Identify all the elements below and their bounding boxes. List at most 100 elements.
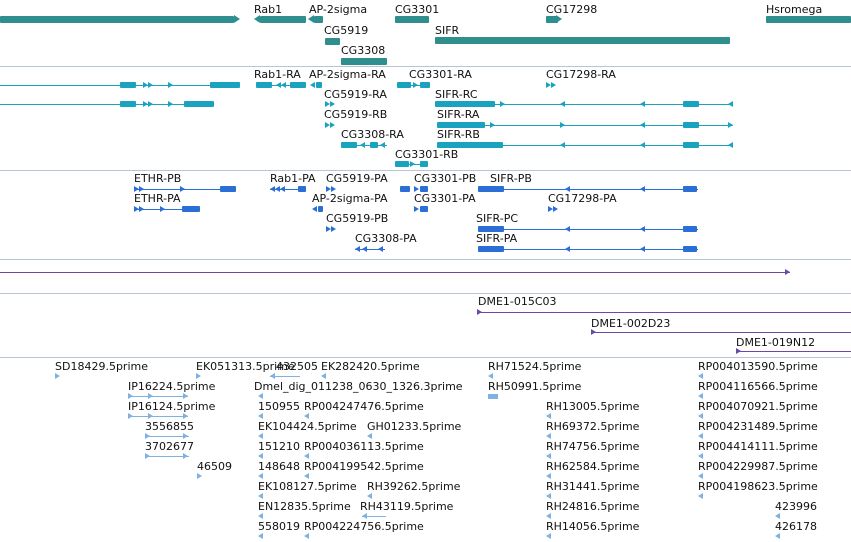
gene-bar-ap2sigma[interactable]	[314, 16, 323, 23]
est-label[interactable]: 151210	[258, 440, 300, 453]
gene-label-cg5919[interactable]: CG5919	[324, 24, 369, 37]
gene-bar-left[interactable]	[0, 16, 234, 23]
strand-arrow-icon	[310, 82, 315, 88]
est-label[interactable]: EK108127.5prime	[258, 480, 357, 493]
strand-arrow-icon	[380, 142, 385, 148]
est-label[interactable]: RP004199542.5prime	[304, 460, 424, 473]
est-label[interactable]: RH24816.5prime	[546, 500, 640, 513]
transcript-label-cg17298-ra[interactable]: CG17298-RA	[546, 68, 616, 81]
clone-label-015c03[interactable]: DME1-015C03	[478, 295, 557, 308]
transcript-line	[437, 125, 733, 126]
protein-label-sifr-pb[interactable]: SIFR-PB	[490, 172, 532, 185]
transcript-label-sifr-rb[interactable]: SIFR-RB	[437, 128, 480, 141]
est-label[interactable]: RH14056.5prime	[546, 520, 640, 533]
protein-label-cg3301-pb[interactable]: CG3301-PB	[414, 172, 477, 185]
est-label[interactable]: 3556855	[145, 420, 194, 433]
est-label[interactable]: RH50991.5prime	[488, 380, 582, 393]
gene-bar-cg3308[interactable]	[341, 58, 387, 65]
transcript-label-rab1-ra[interactable]: Rab1-RA	[254, 68, 301, 81]
protein-label-sifr-pc[interactable]: SIFR-PC	[476, 212, 519, 225]
strand-arrow-icon	[160, 206, 165, 212]
est-label[interactable]: RP004231489.5prime	[698, 420, 818, 433]
transcript-label-cg3301-ra[interactable]: CG3301-RA	[409, 68, 472, 81]
est-label[interactable]: IP16224.5prime	[128, 380, 216, 393]
est-label[interactable]: RH39262.5prime	[367, 480, 461, 493]
protein-label-ethr-pa[interactable]: ETHR-PA	[134, 192, 181, 205]
gene-bar-sifr[interactable]	[435, 37, 730, 44]
contig-line[interactable]	[0, 272, 790, 273]
transcript-label-sifr-rc[interactable]: SIFR-RC	[435, 88, 478, 101]
gene-bar-cg3301[interactable]	[395, 16, 429, 23]
est-label[interactable]: RH71524.5prime	[488, 360, 582, 373]
est-label[interactable]: GH01233.5prime	[367, 420, 462, 433]
est-label[interactable]: RP004070921.5prime	[698, 400, 818, 413]
clone-line[interactable]	[477, 312, 851, 313]
est-label[interactable]: IP16124.5prime	[128, 400, 216, 413]
est-label[interactable]: SD18429.5prime	[55, 360, 148, 373]
transcript-label-cg3308-ra[interactable]: CG3308-RA	[341, 128, 404, 141]
est-label[interactable]: EK051313.5prime	[196, 360, 295, 373]
clone-line[interactable]	[736, 351, 851, 352]
transcript-label-cg5919-rb[interactable]: CG5919-RB	[324, 108, 388, 121]
est-label[interactable]: 426178	[775, 520, 817, 533]
est-label[interactable]: RH74756.5prime	[546, 440, 640, 453]
est-label[interactable]: Dmel_dig_011238_0630_1326.3prime	[254, 380, 463, 393]
est-label[interactable]: RP004198623.5prime	[698, 480, 818, 493]
est-label[interactable]: RP004036113.5prime	[304, 440, 424, 453]
clone-label-002d23[interactable]: DME1-002D23	[591, 317, 671, 330]
protein-label-ethr-pb[interactable]: ETHR-PB	[134, 172, 182, 185]
est-label[interactable]: RH43119.5prime	[360, 500, 454, 513]
gene-label-sifr[interactable]: SIFR	[435, 24, 460, 37]
protein-label-cg17298-pa[interactable]: CG17298-PA	[548, 192, 617, 205]
protein-label-cg3301-pa[interactable]: CG3301-PA	[414, 192, 476, 205]
est-label[interactable]: RP004224756.5prime	[304, 520, 424, 533]
exon	[184, 101, 214, 107]
gene-label-cg3308[interactable]: CG3308	[341, 44, 386, 57]
protein-label-rab1-pa[interactable]: Rab1-PA	[270, 172, 316, 185]
track-divider	[0, 357, 851, 358]
gene-label-ap2sigma[interactable]: AP-2sigma	[309, 3, 368, 16]
protein-label-cg5919-pb[interactable]: CG5919-PB	[326, 212, 389, 225]
transcript-label-sifr-ra[interactable]: SIFR-RA	[437, 108, 480, 121]
gene-bar-cg17298[interactable]	[546, 16, 558, 23]
est-label[interactable]: 432505	[276, 360, 318, 373]
est-label[interactable]: EK104424.5prime	[258, 420, 357, 433]
transcript-label-cg5919-ra[interactable]: CG5919-RA	[324, 88, 387, 101]
protein-label-cg5919-pa[interactable]: CG5919-PA	[326, 172, 388, 185]
est-label[interactable]: EK282420.5prime	[321, 360, 420, 373]
est-label[interactable]: RP004013590.5prime	[698, 360, 818, 373]
est-label[interactable]: 148648	[258, 460, 300, 473]
gene-label-hsromega[interactable]: Hsromega	[766, 3, 823, 16]
gene-bar-rab1[interactable]	[260, 16, 306, 23]
transcript-label-cg3301-rb[interactable]: CG3301-RB	[395, 148, 459, 161]
protein-label-cg3308-pa[interactable]: CG3308-PA	[355, 232, 417, 245]
est-label[interactable]: RH69372.5prime	[546, 420, 640, 433]
est-label[interactable]: 46509	[197, 460, 232, 473]
strand-arrow-icon	[640, 226, 645, 232]
est-label[interactable]: RP004229987.5prime	[698, 460, 818, 473]
protein-label-ap2sigma-pa[interactable]: AP-2sigma-PA	[312, 192, 388, 205]
transcript-line	[272, 85, 306, 86]
exon	[256, 82, 272, 88]
est-label[interactable]: RH13005.5prime	[546, 400, 640, 413]
est-label[interactable]: EN12835.5prime	[258, 500, 351, 513]
est-label[interactable]: 558019	[258, 520, 300, 533]
transcript-label-ap2sigma-ra[interactable]: AP-2sigma-RA	[309, 68, 386, 81]
clone-label-019n12[interactable]: DME1-019N12	[736, 336, 816, 349]
est-label[interactable]: RP004247476.5prime	[304, 400, 424, 413]
strand-arrow-icon	[367, 433, 372, 439]
clone-line[interactable]	[591, 332, 851, 333]
gene-label-cg3301[interactable]: CG3301	[395, 3, 440, 16]
est-label[interactable]: 3702677	[145, 440, 194, 453]
est-label[interactable]: 150955	[258, 400, 300, 413]
est-label[interactable]: 423996	[775, 500, 817, 513]
gene-label-rab1[interactable]: Rab1	[254, 3, 283, 16]
est-label[interactable]: RP004414111.5prime	[698, 440, 818, 453]
gene-bar-hsromega[interactable]	[766, 16, 851, 23]
est-label[interactable]: RH62584.5prime	[546, 460, 640, 473]
est-label[interactable]: RH31441.5prime	[546, 480, 640, 493]
est-label[interactable]: RP004116566.5prime	[698, 380, 818, 393]
gene-label-cg17298[interactable]: CG17298	[546, 3, 598, 16]
protein-label-sifr-pa[interactable]: SIFR-PA	[476, 232, 518, 245]
gene-bar-cg5919[interactable]	[325, 38, 340, 45]
